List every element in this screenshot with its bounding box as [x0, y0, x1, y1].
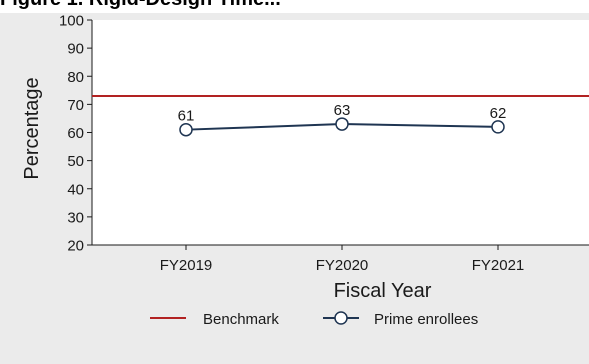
plot-area [92, 20, 589, 245]
plot-layer: 20 30 40 50 60 70 80 90 100 FY2019 FY2020 FY2021 Fis… [21, 13, 589, 302]
y-tick-label: 60 [67, 125, 84, 142]
y-tick-label: 50 [67, 153, 84, 170]
clipped-figure-title: Figure 1. Rigid-Design Time... [0, 0, 281, 11]
legend: Benchmark Prime enrollees [150, 311, 478, 328]
data-point [335, 117, 349, 131]
data-label: 62 [490, 105, 507, 122]
y-axis-title: Percentage [21, 77, 43, 179]
y-tick-label: 90 [67, 41, 84, 58]
y-tick-label: 100 [59, 13, 84, 30]
data-point [491, 120, 505, 134]
y-tick-label: 70 [67, 97, 84, 114]
data-point [179, 122, 193, 137]
x-tick-label: FY2020 [316, 257, 369, 274]
legend-benchmark-label: Benchmark [203, 311, 279, 328]
x-tick-label: FY2019 [160, 257, 213, 274]
y-tick-label: 30 [67, 209, 84, 226]
legend-prime-enrollees-label: Prime enrollees [374, 311, 478, 328]
x-tick-label: FY2021 [472, 257, 525, 274]
data-label: 61 [178, 108, 195, 125]
x-axis-title: Fiscal Year [334, 280, 432, 302]
legend-prime-enrollees-marker [334, 311, 348, 325]
data-label: 63 [334, 102, 351, 119]
y-tick-label: 20 [67, 238, 84, 255]
y-tick-label: 40 [67, 181, 84, 198]
y-tick-label: 80 [67, 69, 84, 86]
